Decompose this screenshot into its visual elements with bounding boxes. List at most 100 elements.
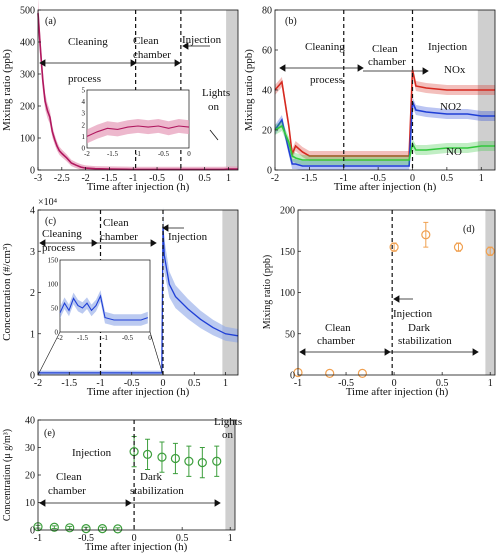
y-tick-label: 100 [20,134,35,145]
data-point [453,242,464,252]
annotation-dark: Dark [408,322,430,334]
inset-x-tick-label: -1 [135,150,141,158]
panel-label: (d) [463,224,475,235]
data-point [142,449,153,459]
x-tick-label: 1 [223,378,228,389]
range-arrows [39,499,221,507]
lights-on-band [485,210,495,375]
series-line-green [274,124,495,161]
y-multiplier: ×10⁴ [38,197,58,208]
x-tick-label: -2 [81,173,89,184]
series-line [38,226,239,374]
series-line-blue [274,101,495,167]
y-tick-label: 400 [20,38,35,49]
annotation-injection: Injection [72,447,112,459]
y-tick-label: 60 [262,46,272,57]
inset-y-tick-label: 5 [82,87,86,95]
inset-x-tick-label: 0 [187,150,191,158]
x-tick-label: 0 [410,173,415,184]
lights-on-band [222,210,238,375]
data-point [170,453,181,464]
annotation-cleaning: Cleaning [42,228,82,240]
zoom-guide [37,331,61,376]
annotation-clean: Clean [56,471,82,483]
annotation-clean: Clean [103,217,129,229]
x-tick-label: -2 [34,378,42,389]
y-tick-label: 2 [30,288,35,299]
annotation-clean: Clean [325,322,351,334]
y-tick-label: 0 [30,371,35,382]
x-tick-label: -1 [34,533,42,544]
x-tick-label: -0.5 [78,533,94,544]
panel-c: -2 -1.5 -1 -0.5 0 0.5 1 0 1 2 3 4 ×10⁴ (c) Cleaning… [1,197,239,398]
x-tick-label: -1.5 [61,378,77,389]
y-tick-label: 40 [262,86,272,97]
inset-x-tick-label: -1.5 [77,334,89,342]
inset-x-tick-label: -2 [84,150,90,158]
inset-band [87,119,189,144]
x-tick-label: 1 [479,173,484,184]
x-tick-label: -0.5 [124,378,140,389]
annotation-cleaning: Cleaning [305,41,345,53]
inset-x-tick-label: 0 [148,334,152,342]
annotation-lights: Lights [214,416,242,428]
inset-band [60,290,148,326]
x-tick-label: 0.5 [441,173,454,184]
y-tick-label: 80 [262,6,272,17]
series-band-green [275,121,495,165]
data-point [113,524,123,534]
inset-y-tick-label: 1 [82,133,86,141]
annotation-on: on [222,429,234,441]
inset-x-tick-label: -1 [102,334,108,342]
inset-y-tick-label: 4 [82,98,86,106]
x-tick-label: -1.5 [102,173,118,184]
annotation-chamber: chamber [317,335,355,347]
lights-on-band [226,10,238,170]
data-point [81,524,91,534]
y-tick-label: 0 [267,166,272,177]
x-tick-label: 0.5 [188,378,201,389]
x-tick-label: -1 [96,378,104,389]
panel-label: (b) [285,16,297,27]
y-axis-label: Mixing ratio (ppb) [243,49,255,131]
y-tick-label: 200 [280,206,295,217]
inset-y-tick-label: 0 [55,329,59,337]
inset-x-tick-label: -0.5 [122,334,134,342]
inset-line [86,125,190,137]
annotation-process: process [68,73,101,85]
data-point [485,246,495,256]
y-tick-label: 20 [262,126,272,137]
x-tick-label: 1 [226,173,231,184]
x-axis-label: Time after injection (h) [85,541,188,553]
zoom-guide [149,331,164,376]
y-axis-label: Mixing ratio (ppb) [262,255,273,329]
range-arrows [39,42,219,141]
annotation-cleaning: Cleaning [68,36,108,48]
annotation-stabilization: stabilization [130,485,184,497]
inset-plot: -2 -1.5 -1 -0.5 0 0 1 2 3 4 5 [82,87,192,159]
panel-d: -1 -0.5 0 0.5 1 0 50 100 150 200 (d) Injection Cl… [262,206,496,398]
legend-nox: NOx [444,64,466,76]
inset-y-tick-label: 2 [82,121,86,129]
series-line [37,13,238,171]
x-tick-label: -2.5 [54,173,70,184]
legend-no2: NO2 [440,101,461,113]
x-tick-label: -2 [271,173,279,184]
annotation-process: process [310,74,343,86]
inset-x-tick-label: -0.5 [158,150,170,158]
y-tick-label: 50 [285,329,295,340]
y-axis-label: Concentration (μ g/m³) [2,429,13,521]
inset-x-tick-label: -2 [57,334,63,342]
x-tick-label: 1 [488,378,493,389]
x-tick-label: 0 [392,378,397,389]
range-arrows [299,295,479,356]
annotation-process: process [42,242,75,254]
data-point [357,368,367,378]
annotation-dark: Dark [140,471,162,483]
y-tick-label: 3 [30,247,35,258]
annotation-stabilization: stabilization [398,335,452,347]
y-axis-label: Concentration (#/cm³) [1,243,13,341]
y-tick-label: 150 [280,247,295,258]
x-tick-label: -0.5 [370,173,386,184]
y-tick-label: 4 [30,206,35,217]
